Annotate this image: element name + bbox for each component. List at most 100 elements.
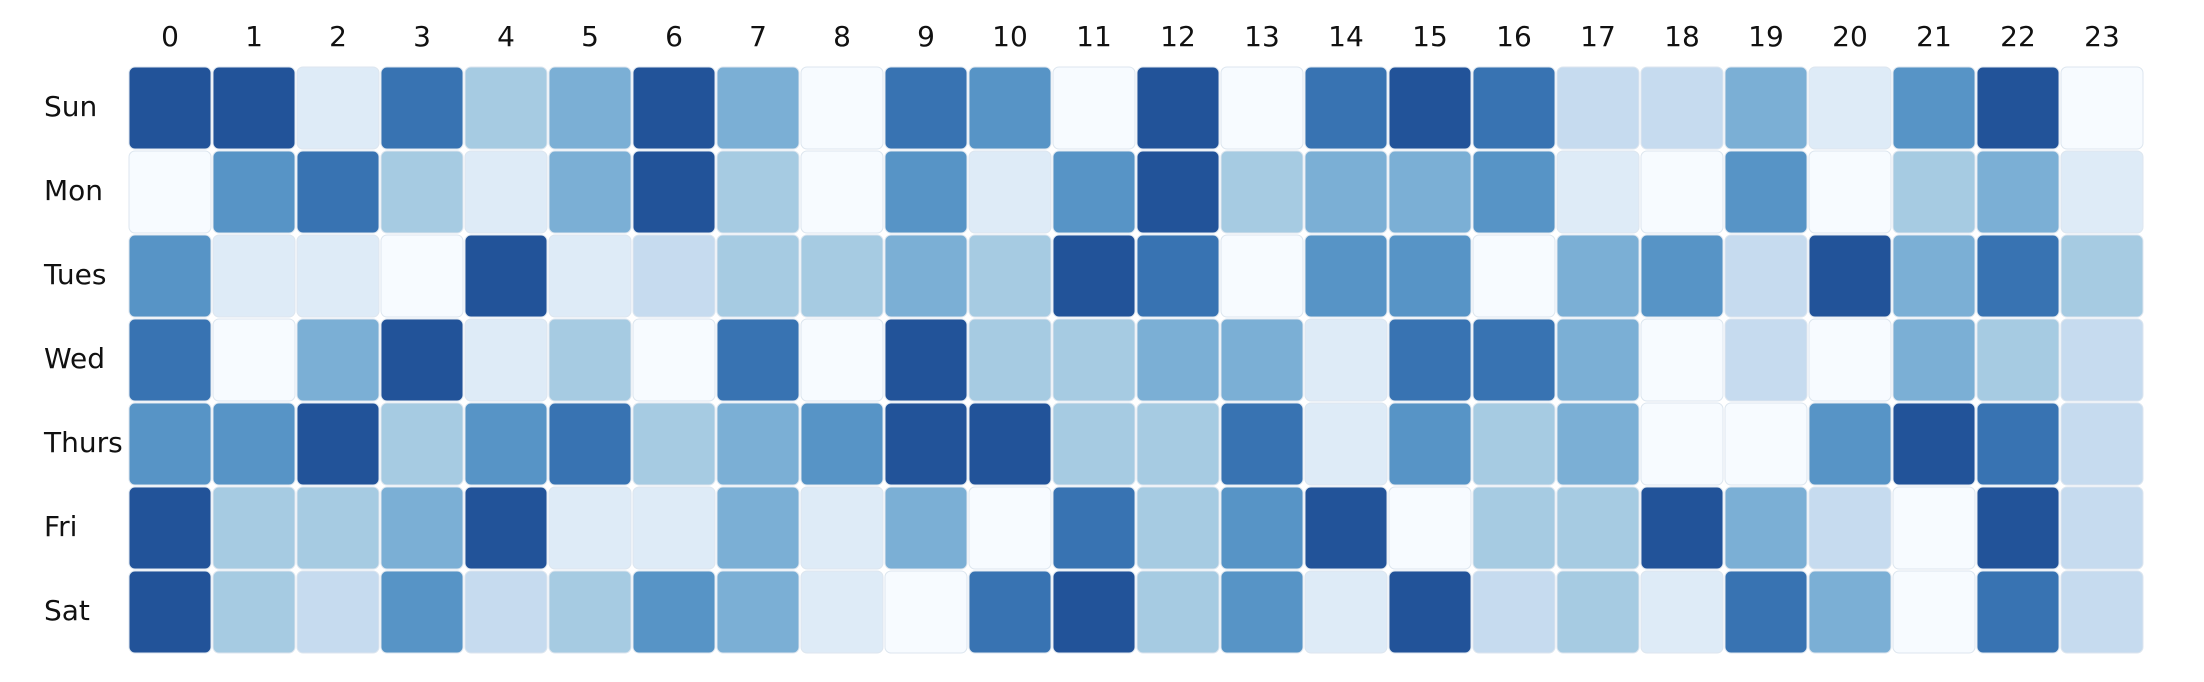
- heatmap-cells: [128, 66, 2144, 654]
- heatmap-cell: [1052, 402, 1136, 486]
- heatmap-cell: [212, 66, 296, 150]
- heatmap-cell: [1136, 66, 1220, 150]
- hour-label: 5: [581, 20, 599, 53]
- heatmap-cell: [464, 486, 548, 570]
- heatmap-cell: [212, 234, 296, 318]
- heatmap-cell: [1808, 486, 1892, 570]
- heatmap-cell: [800, 402, 884, 486]
- heatmap-cell: [2060, 570, 2144, 654]
- heatmap-cell: [632, 318, 716, 402]
- heatmap-cell: [1136, 150, 1220, 234]
- hour-label: 4: [497, 20, 515, 53]
- heatmap-cell: [1304, 486, 1388, 570]
- heatmap-cell: [1388, 318, 1472, 402]
- heatmap-cell: [548, 318, 632, 402]
- heatmap-cell: [212, 570, 296, 654]
- heatmap-cell: [1220, 570, 1304, 654]
- heatmap-cell: [1640, 318, 1724, 402]
- heatmap-cell: [1724, 570, 1808, 654]
- heatmap-cell: [884, 570, 968, 654]
- heatmap-cell: [1640, 150, 1724, 234]
- heatmap-cell: [548, 150, 632, 234]
- day-label: Fri: [44, 510, 77, 543]
- heatmap-cell: [2060, 318, 2144, 402]
- heatmap-cell: [1640, 66, 1724, 150]
- heatmap-cell: [632, 150, 716, 234]
- heatmap-cell: [1808, 66, 1892, 150]
- heatmap-cell: [1304, 402, 1388, 486]
- heatmap-cell: [1976, 234, 2060, 318]
- heatmap-cell: [2060, 486, 2144, 570]
- heatmap-cell: [380, 570, 464, 654]
- heatmap-cell: [1976, 570, 2060, 654]
- heatmap-cell: [212, 402, 296, 486]
- heatmap-cell: [968, 570, 1052, 654]
- heatmap-cell: [1724, 150, 1808, 234]
- heatmap-cell: [548, 486, 632, 570]
- heatmap-cell: [128, 234, 212, 318]
- hour-label: 12: [1160, 20, 1196, 53]
- heatmap-cell: [296, 66, 380, 150]
- heatmap-cell: [1052, 150, 1136, 234]
- heatmap-cell: [884, 234, 968, 318]
- heatmap-cell: [884, 318, 968, 402]
- day-axis: Sun Mon Tues Wed Thurs Fri Sat: [43, 90, 123, 627]
- heatmap-cell: [1976, 66, 2060, 150]
- heatmap-cell: [1304, 318, 1388, 402]
- heatmap-cell: [968, 318, 1052, 402]
- heatmap-cell: [1556, 402, 1640, 486]
- heatmap-cell: [1808, 318, 1892, 402]
- heatmap-cell: [128, 150, 212, 234]
- heatmap-cell: [548, 402, 632, 486]
- heatmap-cell: [1556, 66, 1640, 150]
- heatmap-cell: [1640, 486, 1724, 570]
- heatmap-cell: [716, 402, 800, 486]
- heatmap-cell: [380, 150, 464, 234]
- heatmap-cell: [1220, 150, 1304, 234]
- heatmap-cell: [1976, 150, 2060, 234]
- heatmap-cell: [1808, 234, 1892, 318]
- heatmap-cell: [464, 150, 548, 234]
- hour-label: 16: [1496, 20, 1532, 53]
- heatmap-cell: [296, 234, 380, 318]
- hour-label: 22: [2000, 20, 2036, 53]
- heatmap-cell: [884, 402, 968, 486]
- heatmap-cell: [1808, 402, 1892, 486]
- heatmap-cell: [2060, 66, 2144, 150]
- heatmap-cell: [464, 402, 548, 486]
- heatmap-cell: [800, 150, 884, 234]
- day-label: Sun: [44, 90, 97, 123]
- heatmap-cell: [1304, 66, 1388, 150]
- hour-label: 3: [413, 20, 431, 53]
- heatmap-cell: [1052, 318, 1136, 402]
- day-label: Sat: [44, 594, 90, 627]
- heatmap-cell: [800, 66, 884, 150]
- heatmap-cell: [1556, 150, 1640, 234]
- hour-label: 0: [161, 20, 179, 53]
- heatmap-cell: [1136, 570, 1220, 654]
- heatmap-cell: [1388, 402, 1472, 486]
- heatmap-cell: [296, 318, 380, 402]
- heatmap-cell: [716, 318, 800, 402]
- heatmap-cell: [296, 486, 380, 570]
- heatmap-cell: [212, 318, 296, 402]
- heatmap-cell: [1556, 570, 1640, 654]
- heatmap-cell: [884, 66, 968, 150]
- heatmap-cell: [380, 318, 464, 402]
- heatmap-cell: [1136, 402, 1220, 486]
- day-label: Tues: [43, 258, 106, 291]
- heatmap-cell: [1220, 402, 1304, 486]
- heatmap-cell: [380, 234, 464, 318]
- day-label: Thurs: [43, 426, 123, 459]
- heatmap-cell: [380, 402, 464, 486]
- hour-label: 1: [245, 20, 263, 53]
- hour-label: 23: [2084, 20, 2120, 53]
- hour-label: 18: [1664, 20, 1700, 53]
- heatmap-cell: [1220, 318, 1304, 402]
- hour-label: 21: [1916, 20, 1952, 53]
- heatmap-cell: [1556, 318, 1640, 402]
- hour-label: 9: [917, 20, 935, 53]
- heatmap-cell: [548, 66, 632, 150]
- hour-label: 6: [665, 20, 683, 53]
